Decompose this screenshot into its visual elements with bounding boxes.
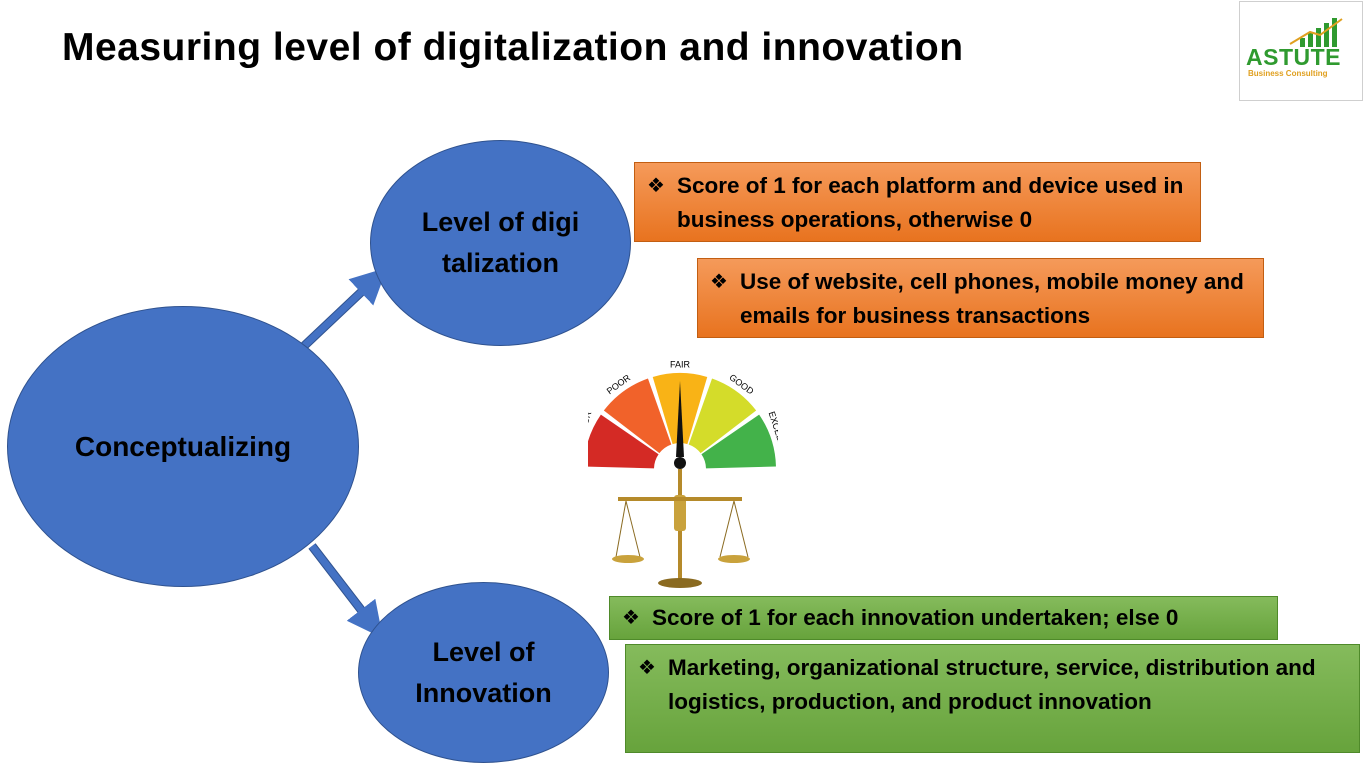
node-label-conceptualizing: Conceptualizing	[74, 430, 292, 462]
gauge-segment-excellent	[701, 414, 776, 469]
astute-logo: ASTUTE Business Consulting	[1239, 1, 1363, 101]
node-label-innovation: Level of Innovation	[415, 636, 552, 708]
balance-scale-icon	[612, 469, 750, 588]
box-text: Score of 1 for each platform and device …	[677, 173, 1184, 232]
innovation-box-2: ❖ Marketing, organizational structure, se…	[625, 644, 1360, 753]
diamond-bullet-icon: ❖	[638, 657, 656, 679]
diamond-bullet-icon: ❖	[647, 175, 665, 197]
box-text: Marketing, organizational structure, ser…	[668, 655, 1316, 714]
box-text: Score of 1 for each innovation undertake…	[652, 605, 1179, 630]
gauge-segment-good	[688, 378, 757, 454]
node-label-digitalization: Level of digitalization	[421, 207, 580, 278]
rating-gauge-with-scale: VERY POORPOORFAIRGOODEXCELLENT	[588, 359, 778, 588]
node-level-of-digitalization: Level of digitalization	[370, 140, 631, 346]
innovation-box-1: ❖ Score of 1 for each innovation undertak…	[609, 596, 1278, 640]
gauge-segment-very-poor	[588, 414, 659, 469]
diamond-bullet-icon: ❖	[622, 607, 640, 629]
gauge-needle-icon	[676, 381, 684, 457]
digitalization-box-1: ❖ Score of 1 for each platform and device…	[634, 162, 1201, 242]
gauge-segment-poor	[603, 378, 672, 454]
node-conceptualizing: Conceptualizing	[7, 306, 359, 587]
gauge-label: FAIR	[670, 359, 691, 369]
logo-subtitle: Business Consulting	[1248, 69, 1328, 78]
bar-chart-logo-icon	[1289, 18, 1343, 47]
box-text: Use of website, cell phones, mobile mone…	[740, 269, 1244, 328]
digitalization-box-2: ❖ Use of website, cell phones, mobile mon…	[697, 258, 1264, 338]
diamond-bullet-icon: ❖	[710, 271, 728, 293]
logo-wordmark: ASTUTE	[1246, 44, 1341, 70]
node-level-of-innovation: Level of Innovation	[358, 582, 609, 763]
page-title: Measuring level of digitalization and in…	[62, 26, 964, 69]
